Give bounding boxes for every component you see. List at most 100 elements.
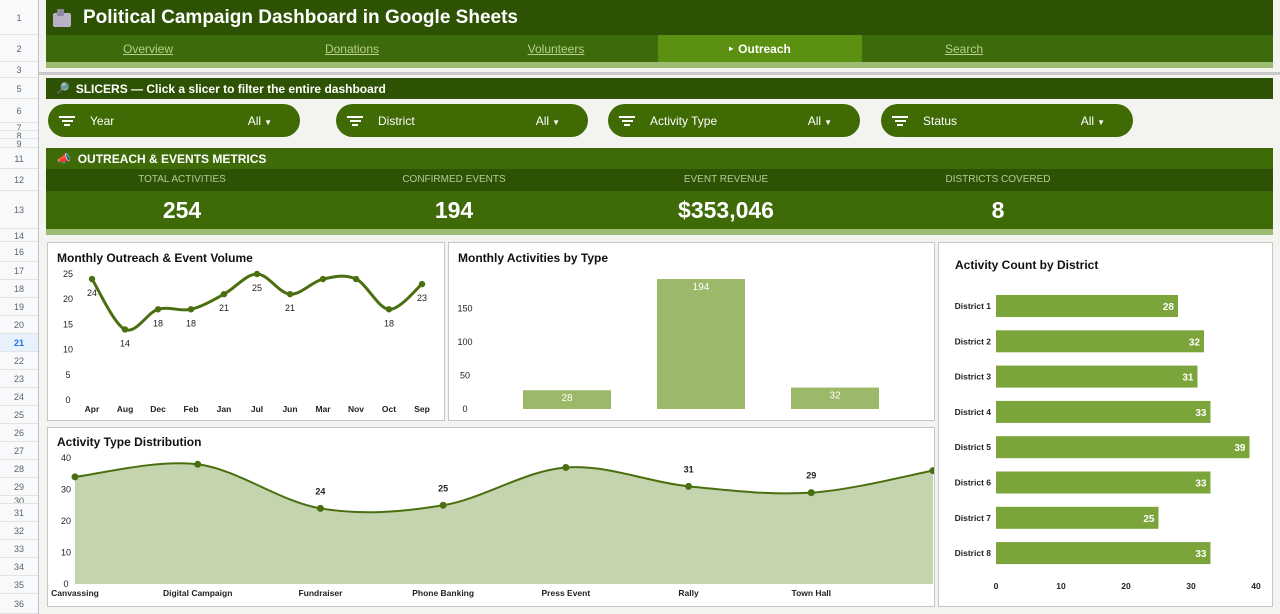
slicer-district[interactable]: District All ▼	[336, 104, 588, 137]
row-number[interactable]: 32	[13, 526, 24, 536]
bar[interactable]	[523, 390, 611, 409]
bar[interactable]	[996, 295, 1178, 317]
data-point[interactable]	[194, 460, 202, 468]
row-number[interactable]: 26	[13, 428, 24, 438]
caret-down-icon: ▼	[552, 117, 560, 127]
bar[interactable]	[996, 506, 1159, 529]
bar[interactable]	[996, 365, 1198, 388]
bar[interactable]	[996, 542, 1211, 565]
tab-donations[interactable]: Donations	[250, 35, 454, 62]
row-divider	[0, 98, 38, 99]
row-divider	[0, 557, 38, 558]
row-divider	[0, 405, 38, 406]
row-number[interactable]: 17	[13, 266, 24, 276]
bar[interactable]	[996, 330, 1204, 353]
bar[interactable]	[996, 400, 1211, 423]
data-point[interactable]	[220, 290, 228, 298]
slicer-activity-type[interactable]: Activity Type All ▼	[608, 104, 860, 137]
row-number[interactable]: 14	[13, 230, 24, 241]
data-label: 25	[438, 483, 448, 493]
activities-by-type-chart[interactable]: Monthly Activities by Type 0 50 100 150 28 19…	[448, 242, 935, 421]
row-number[interactable]: 30	[13, 496, 24, 506]
row-number[interactable]: 8	[16, 131, 22, 141]
row-divider	[0, 190, 38, 191]
tab-outreach[interactable]: ▸ Outreach	[658, 35, 862, 62]
data-point[interactable]	[685, 482, 693, 490]
tab-search[interactable]: Search	[862, 35, 1066, 62]
data-point[interactable]	[154, 306, 162, 313]
row-number[interactable]: 9	[16, 139, 22, 149]
row-number[interactable]: 1	[16, 12, 22, 23]
activity-type-distribution-chart[interactable]: Activity Type Distribution 0 10 20 30 40 Canv…	[47, 427, 935, 607]
x-tick-label: Jan	[217, 404, 232, 414]
row-number[interactable]: 36	[13, 599, 24, 609]
row-number[interactable]: 20	[13, 320, 24, 330]
data-point[interactable]	[121, 326, 129, 333]
tab-volunteers[interactable]: Volunteers	[454, 35, 658, 62]
row-number[interactable]: 11	[14, 153, 24, 164]
x-tick-label: Oct	[382, 404, 396, 414]
row-number[interactable]: 33	[13, 544, 24, 554]
slicer-year[interactable]: Year All ▼	[48, 104, 300, 137]
data-point[interactable]	[71, 473, 79, 481]
row-divider	[0, 315, 38, 316]
bar[interactable]	[791, 387, 879, 409]
data-point[interactable]	[88, 275, 96, 283]
row-number[interactable]: 18	[13, 284, 24, 294]
row-number[interactable]: 6	[16, 106, 22, 116]
y-tick-label: 50	[460, 371, 470, 381]
data-point[interactable]	[418, 280, 426, 288]
district-count-chart[interactable]: Activity Count by District District 1 28 D…	[938, 242, 1273, 607]
frozen-row-divider[interactable]	[39, 72, 1280, 75]
filter-icon	[59, 115, 75, 127]
row-number[interactable]: 2	[16, 43, 22, 54]
data-point[interactable]	[316, 504, 324, 512]
bar[interactable]	[996, 436, 1250, 459]
data-point[interactable]	[439, 501, 447, 509]
row-divider	[0, 495, 38, 496]
bar-label: 33	[1195, 479, 1207, 490]
row-number[interactable]: 19	[13, 302, 24, 312]
data-point[interactable]	[352, 275, 360, 283]
data-label: 24	[87, 288, 97, 298]
row-number[interactable]: 27	[13, 446, 24, 456]
data-point[interactable]	[319, 275, 327, 283]
row-number[interactable]: 13	[13, 205, 24, 215]
bar[interactable]	[996, 471, 1211, 494]
metric-value: $353,046	[678, 197, 774, 223]
data-point[interactable]	[807, 489, 815, 497]
row-number[interactable]: 12	[13, 175, 24, 185]
monthly-outreach-chart[interactable]: Monthly Outreach & Event Volume 0 5 10 15 20…	[47, 242, 445, 421]
row-number[interactable]: 5	[16, 83, 22, 94]
row-number[interactable]: 29	[13, 482, 24, 492]
bar[interactable]	[657, 279, 745, 409]
slicer-status[interactable]: Status All ▼	[881, 104, 1133, 137]
row-number[interactable]: 23	[13, 374, 24, 384]
data-point[interactable]	[253, 270, 261, 278]
data-point[interactable]	[187, 306, 195, 313]
hbar-chart-svg: District 1 28 District 2 32 District 3 31 Dist…	[955, 295, 1261, 591]
row-number[interactable]: 28	[13, 464, 24, 474]
data-point[interactable]	[562, 463, 570, 471]
row-number[interactable]: 35	[13, 580, 24, 590]
tab-overview[interactable]: Overview	[46, 35, 250, 62]
row-number[interactable]: 24	[13, 392, 24, 402]
data-point[interactable]	[286, 290, 294, 298]
data-point[interactable]	[385, 306, 393, 313]
row-number[interactable]: 22	[13, 356, 24, 366]
row-number[interactable]: 31	[13, 508, 24, 518]
row-divider	[0, 138, 38, 139]
row-number[interactable]: 25	[13, 410, 24, 420]
y-tick-label: 100	[457, 337, 472, 347]
metric-label: TOTAL ACTIVITIES	[138, 174, 226, 185]
ballot-box-icon	[53, 8, 71, 27]
row-number[interactable]: 21	[13, 338, 24, 348]
row-number[interactable]: 3	[16, 65, 22, 75]
bar-label: 33	[1195, 408, 1207, 419]
row-number[interactable]: 34	[13, 562, 24, 572]
row-number[interactable]: 7	[16, 123, 22, 133]
row-number[interactable]: 16	[13, 247, 24, 257]
navigation-tabs: Overview Donations Volunteers ▸ Outreach Sear…	[46, 35, 1273, 62]
data-point[interactable]	[929, 467, 935, 475]
x-tick-label: 30	[1186, 581, 1196, 591]
